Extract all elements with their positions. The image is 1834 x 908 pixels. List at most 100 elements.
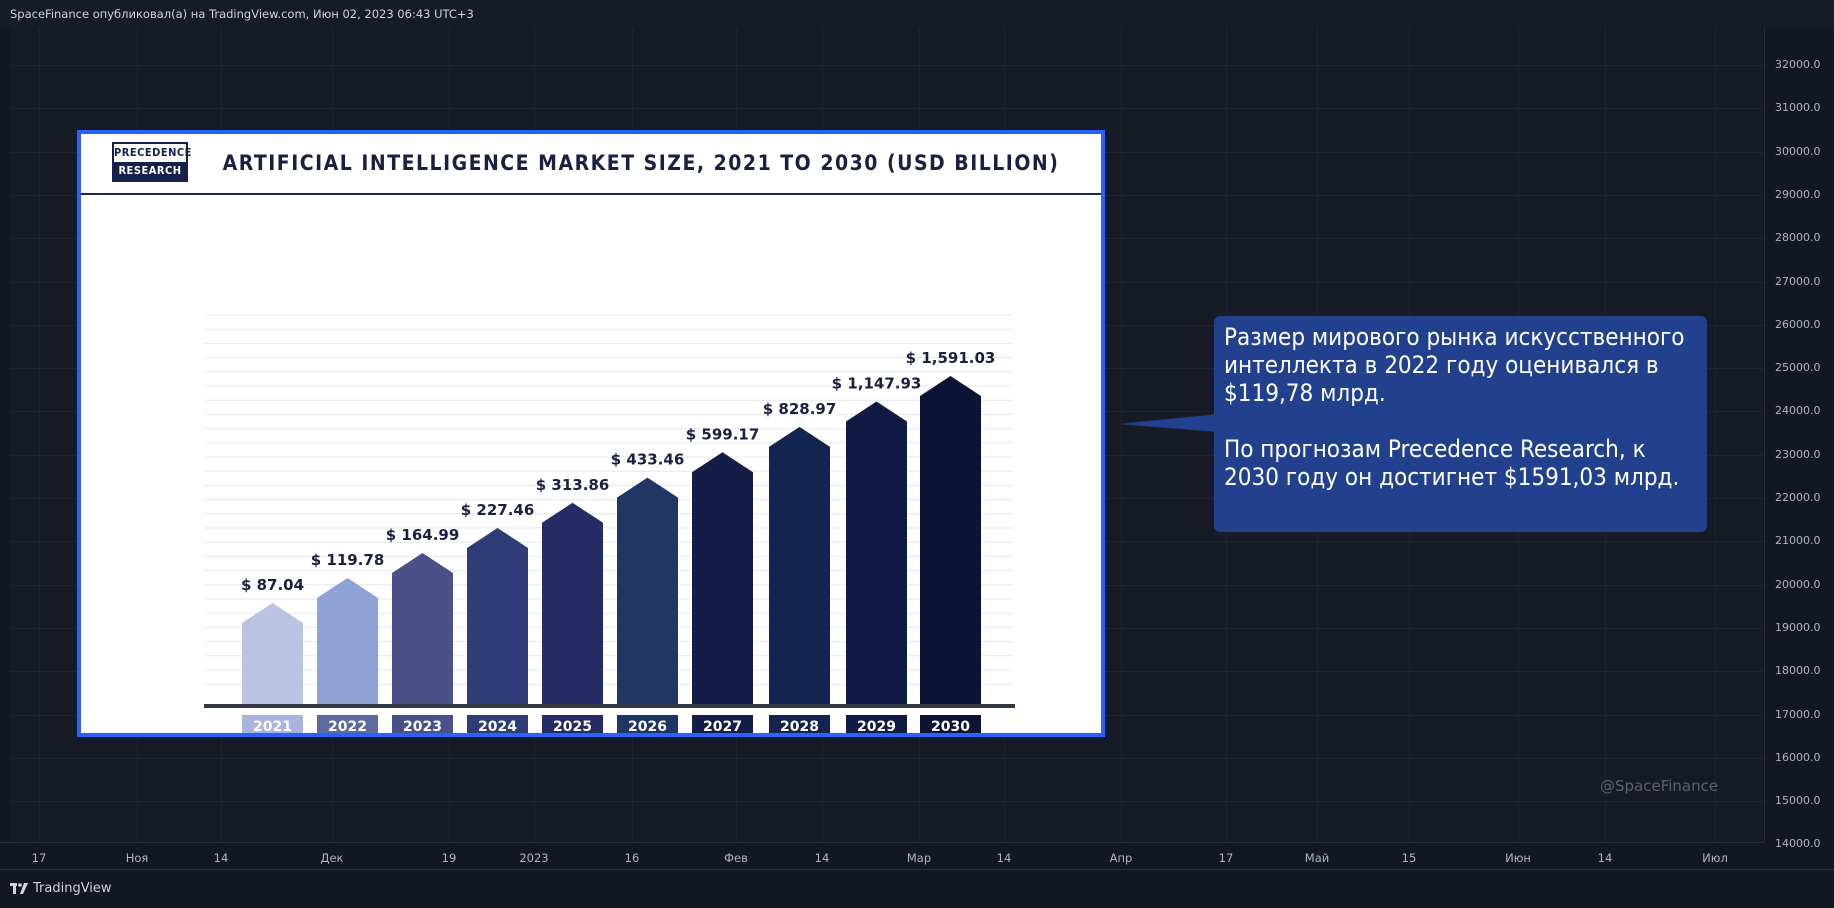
top-bar: SpaceFinance опубликовал(а) на TradingVi… [0, 0, 1834, 27]
tradingview-brand: TradingView [33, 881, 112, 896]
value-label: $ 87.04 [241, 576, 304, 594]
callout-paragraph-1: Размер мирового рынка искусственного инт… [1224, 323, 1685, 407]
value-label: $ 227.46 [461, 501, 535, 519]
time-label: 17 [31, 851, 47, 865]
bar-2029 [846, 401, 907, 705]
price-label: 15000.0 [1775, 794, 1821, 808]
price-label: 14000.0 [1775, 837, 1821, 851]
price-label: 16000.0 [1775, 750, 1821, 764]
time-label: Фев [724, 851, 748, 865]
value-label: $ 1,591.03 [906, 349, 996, 367]
price-label: 27000.0 [1775, 274, 1821, 288]
bar-2026 [617, 477, 678, 705]
time-label: 19 [441, 851, 457, 865]
price-label: 22000.0 [1775, 491, 1821, 504]
bar-2024 [467, 527, 528, 705]
price-label: 20000.0 [1775, 577, 1821, 591]
footer: TradingView [0, 869, 1834, 908]
publisher-line: SpaceFinance опубликовал(а) на TradingVi… [10, 7, 474, 21]
bar-2030 [920, 376, 981, 705]
year-label: 2027 [703, 719, 742, 733]
horizontal-grid-line [10, 65, 1764, 66]
value-label: $ 119.78 [311, 551, 385, 569]
time-axis[interactable]: 17 Ноя 14 Дек 19 2023 16 Фев 14 Мар 14 Апр 17 Май 15 Ию… [0, 842, 1764, 870]
infographic-header: PRECEDENCE RESEARCH ARTIFICIAL INTELLIGE… [81, 134, 1101, 195]
time-label: Май [1304, 851, 1330, 865]
time-label: Июл [1702, 851, 1728, 865]
price-label: 18000.0 [1775, 664, 1821, 678]
bar-2021 [242, 603, 303, 705]
infographic-image: PRECEDENCE RESEARCH ARTIFICIAL INTELLIGE… [77, 130, 1105, 737]
callout-box[interactable]: Размер мирового рынка искусственного инт… [1214, 316, 1707, 532]
time-label: 14 [996, 851, 1012, 865]
logo-line1: PRECEDENCE [114, 144, 191, 162]
price-label: 23000.0 [1775, 447, 1821, 461]
tradingview-logo-icon [10, 882, 28, 896]
value-label: $ 599.17 [686, 425, 760, 443]
logo-line2: RESEARCH [114, 162, 186, 180]
year-label-box [692, 715, 753, 733]
year-label-box [392, 715, 453, 733]
time-label: 14 [213, 851, 229, 865]
price-label: 19000.0 [1775, 620, 1821, 634]
bar-2022 [317, 578, 378, 705]
bar-2028 [769, 426, 830, 705]
time-label: Апр [1109, 851, 1133, 865]
precedence-research-logo: PRECEDENCE RESEARCH [112, 142, 191, 182]
horizontal-grid-line [10, 757, 1764, 759]
time-label: 17 [1218, 851, 1234, 865]
year-label: 2023 [403, 719, 442, 733]
price-scale[interactable]: 32000.0 31000.0 30000.0 29000.0 28000.0 27000… [1764, 27, 1834, 850]
time-label: 2023 [519, 851, 549, 865]
price-label: 30000.0 [1775, 144, 1821, 158]
vertical-grid-line [39, 27, 40, 842]
year-label-box [242, 715, 303, 733]
time-label: Дек [320, 851, 344, 865]
year-label-box [617, 715, 678, 733]
year-label-box [920, 715, 981, 733]
horizontal-grid-line [10, 801, 1764, 803]
price-label: 21000.0 [1775, 534, 1821, 548]
year-label: 2029 [857, 719, 896, 733]
time-label: 14 [814, 851, 830, 865]
time-label: 14 [1597, 851, 1613, 865]
price-label: 29000.0 [1775, 187, 1821, 201]
year-label: 2022 [328, 719, 367, 733]
market-size-bar-chart: $ 87.04 2021 $ 119.78 2022 $ 164.99 2023 $ 227… [204, 314, 1015, 733]
year-label-box [317, 715, 378, 733]
value-label: $ 433.46 [611, 451, 685, 469]
author-watermark: @SpaceFinance [1600, 777, 1719, 795]
vertical-grid-line [1715, 27, 1716, 842]
time-label: 15 [1401, 851, 1417, 865]
price-label: 32000.0 [1775, 58, 1821, 71]
year-label: 2021 [253, 719, 292, 733]
callout-pointer [1118, 414, 1218, 432]
tradingview-logo[interactable]: TradingView [10, 881, 112, 896]
price-label: 17000.0 [1775, 707, 1821, 721]
year-label-box [846, 715, 907, 733]
year-label-box [542, 715, 603, 733]
price-label: 28000.0 [1775, 231, 1821, 245]
year-label-box [467, 715, 528, 733]
time-label: Мар [906, 851, 932, 865]
value-label: $ 313.86 [536, 476, 610, 494]
value-label: $ 1,147.93 [832, 375, 922, 393]
horizontal-grid-line [10, 108, 1764, 110]
vertical-grid-line [1121, 27, 1122, 842]
price-label: 25000.0 [1775, 361, 1821, 375]
price-label: 24000.0 [1775, 404, 1821, 418]
year-label: 2026 [628, 719, 667, 733]
price-label: 31000.0 [1775, 101, 1821, 115]
bar-2025 [542, 502, 603, 705]
time-label: Июн [1505, 851, 1531, 865]
price-label: 26000.0 [1775, 317, 1821, 331]
year-label: 2030 [931, 719, 970, 733]
year-label: 2028 [780, 719, 819, 733]
value-label: $ 828.97 [763, 400, 837, 418]
time-label: Ноя [125, 851, 149, 865]
value-label: $ 164.99 [386, 526, 460, 544]
year-label: 2024 [478, 719, 517, 733]
callout-paragraph-2: По прогнозам Precedence Research, к 2030… [1224, 435, 1680, 491]
year-label: 2025 [553, 719, 592, 733]
infographic-title: ARTIFICIAL INTELLIGENCE MARKET SIZE, 202… [222, 151, 1060, 175]
